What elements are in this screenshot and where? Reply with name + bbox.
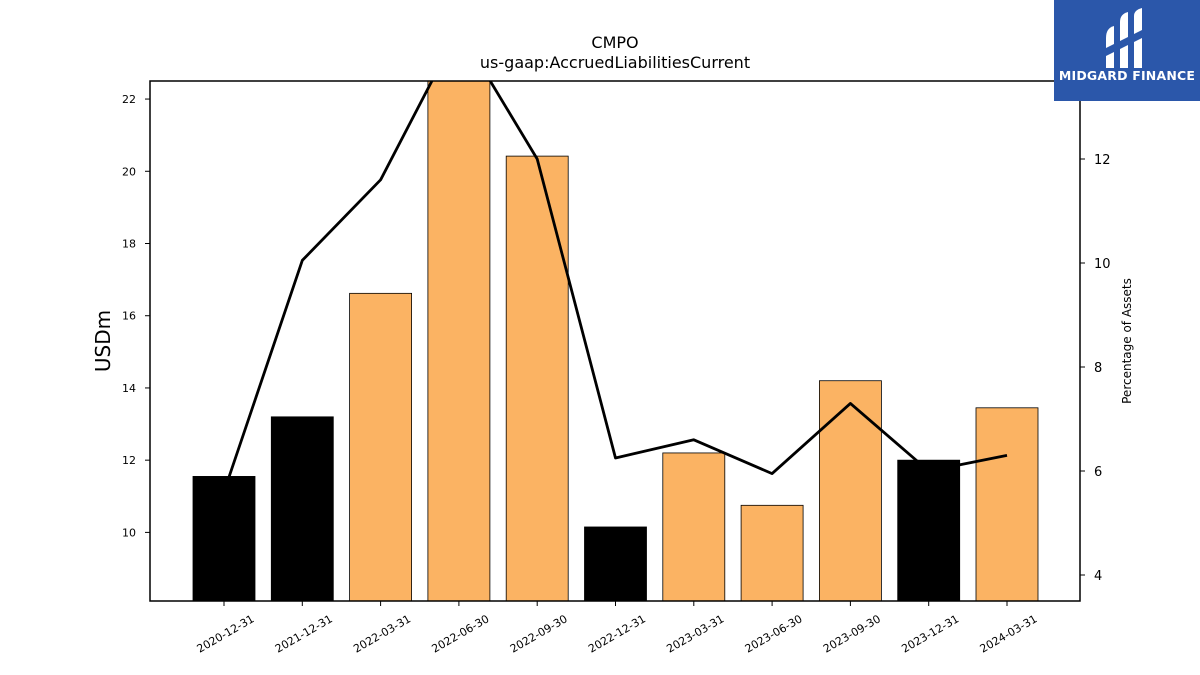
chart-subtitle: us-gaap:AccruedLiabilitiesCurrent	[480, 53, 750, 72]
y2-tick-label: 6	[1094, 465, 1102, 480]
bar	[270, 416, 334, 601]
bar	[505, 155, 569, 601]
y2-tick-label: 8	[1094, 361, 1102, 376]
chart-title: CMPO	[591, 33, 638, 52]
y2-axis-label: Percentage of Assets	[1120, 278, 1134, 404]
y-axis-label: USDm	[91, 310, 115, 372]
bar	[427, 81, 491, 601]
bar	[740, 504, 804, 601]
x-tick-label: 2023-03-31	[664, 612, 726, 655]
y-tick-label: 16	[122, 310, 136, 323]
y-tick-label: 14	[122, 382, 136, 395]
y2-tick-label: 12	[1094, 153, 1111, 168]
right-axis: 4 6 8 10 12	[1080, 153, 1111, 584]
x-tick-label: 2023-09-30	[821, 612, 883, 655]
x-tick-label: 2022-06-30	[430, 612, 492, 655]
x-tick-label: 2023-12-31	[899, 612, 961, 655]
logo-mark-icon	[1106, 8, 1142, 68]
y-tick-label: 20	[122, 165, 136, 178]
x-tick-label: 2022-03-31	[351, 612, 413, 655]
logo-text: MIDGARD FINANCE	[1058, 68, 1196, 83]
line-path	[222, 81, 1008, 493]
y-tick-label: 12	[122, 454, 136, 467]
y2-tick-label: 10	[1094, 257, 1111, 272]
bar	[192, 476, 256, 601]
x-tick-label: 2023-06-30	[743, 612, 805, 655]
line-series	[222, 81, 1008, 493]
bar	[975, 407, 1039, 601]
bar	[897, 459, 961, 601]
x-tick-label: 2020-12-31	[195, 612, 257, 655]
bar	[349, 292, 413, 601]
bar-series	[192, 81, 1039, 601]
y-tick-label: 10	[122, 526, 136, 539]
bar	[584, 526, 647, 601]
y-tick-label: 18	[122, 238, 136, 251]
x-tick-label: 2022-12-31	[586, 612, 648, 655]
bar	[662, 452, 726, 601]
left-axis: 10 12 14 16 18 20 22	[122, 93, 150, 539]
x-tick-label: 2024-03-31	[978, 612, 1040, 655]
x-tick-label: 2021-12-31	[273, 612, 335, 655]
y-tick-label: 22	[122, 93, 136, 106]
brand-logo: MIDGARD FINANCE	[1054, 0, 1200, 101]
y2-tick-label: 4	[1094, 569, 1102, 584]
x-tick-label: 2022-09-30	[508, 612, 570, 655]
bar	[819, 380, 882, 601]
x-axis: 2020-12-31 2021-12-31 2022-03-31 2022-06-30…	[195, 601, 1040, 656]
